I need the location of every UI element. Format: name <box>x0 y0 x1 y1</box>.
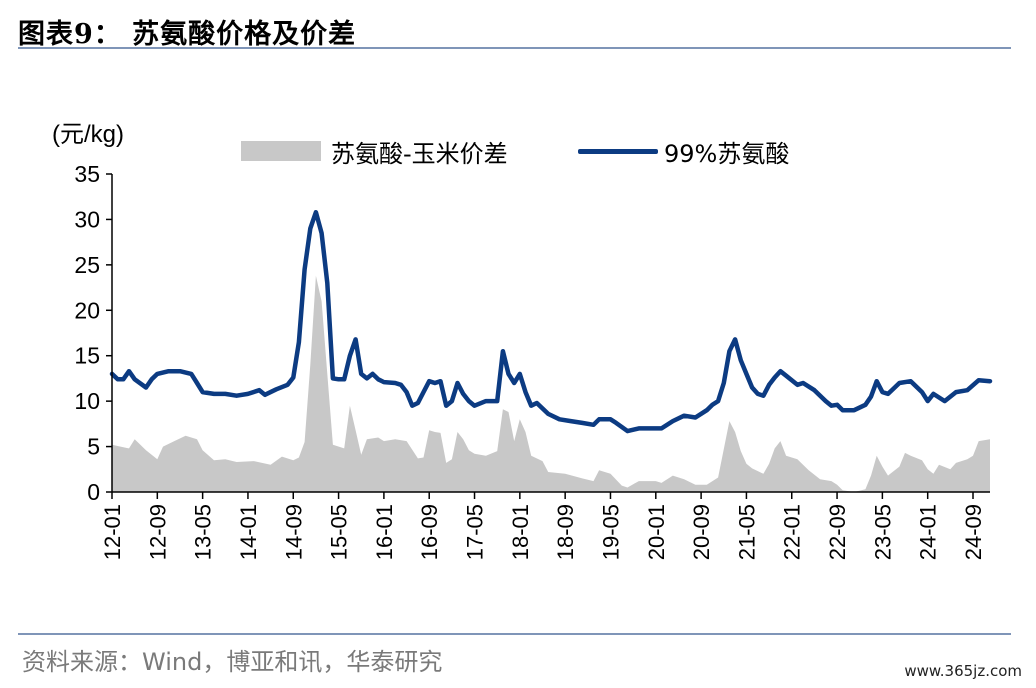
x-tick-label: 24-09 <box>961 504 986 560</box>
x-tick-label: 22-09 <box>825 504 850 560</box>
series-area-spread <box>112 275 990 492</box>
x-tick-label: 13-05 <box>191 504 216 560</box>
chart-title: 图表9： 苏氨酸价格及价差 <box>18 19 357 50</box>
bottom-rule <box>18 633 1011 635</box>
x-tick-label: 14-01 <box>236 504 261 560</box>
legend-swatch-area <box>241 141 321 161</box>
x-tick-label: 22-01 <box>780 504 805 560</box>
x-tick-label: 24-01 <box>916 504 941 560</box>
x-tick-label: 15-05 <box>327 504 352 560</box>
x-tick-label: 17-05 <box>463 504 488 560</box>
x-tick-label: 21-05 <box>734 504 759 560</box>
x-tick-label: 16-09 <box>417 504 442 560</box>
x-tick-label: 12-09 <box>145 504 170 560</box>
legend-label-spread: 苏氨酸-玉米价差 <box>331 139 508 168</box>
x-tick-label: 18-09 <box>553 504 578 560</box>
y-tick-label: 10 <box>74 388 100 414</box>
series-line-price <box>109 209 993 434</box>
y-tick-label: 15 <box>74 343 100 369</box>
x-tick-label: 12-01 <box>100 504 125 560</box>
top-rule <box>18 47 1011 49</box>
source-note: 资料来源：Wind，博亚和讯，华泰研究 <box>22 648 443 676</box>
x-tick-label: 18-01 <box>508 504 533 560</box>
legend-swatch-line <box>578 148 658 154</box>
y-tick-label: 5 <box>87 434 100 460</box>
x-tick-label: 16-01 <box>372 504 397 560</box>
legend-label-price: 99%苏氨酸 <box>664 139 790 168</box>
y-axis-unit: (元/kg) <box>52 121 124 148</box>
x-tick-label: 19-05 <box>598 504 623 560</box>
y-tick-label: 25 <box>74 252 100 278</box>
x-tick-label: 14-09 <box>281 504 306 560</box>
y-tick-label: 30 <box>74 206 100 232</box>
y-tick-label: 35 <box>74 161 100 187</box>
x-tick-label: 23-05 <box>870 504 895 560</box>
legend-item-price: 99%苏氨酸 <box>578 136 790 168</box>
legend-item-spread: 苏氨酸-玉米价差 <box>241 136 508 168</box>
watermark: www.365jz.com <box>904 662 1022 680</box>
x-tick-label: 20-01 <box>644 504 669 560</box>
x-tick-label: 20-09 <box>689 504 714 560</box>
y-tick-label: 20 <box>74 297 100 323</box>
y-tick-label: 0 <box>87 479 100 505</box>
